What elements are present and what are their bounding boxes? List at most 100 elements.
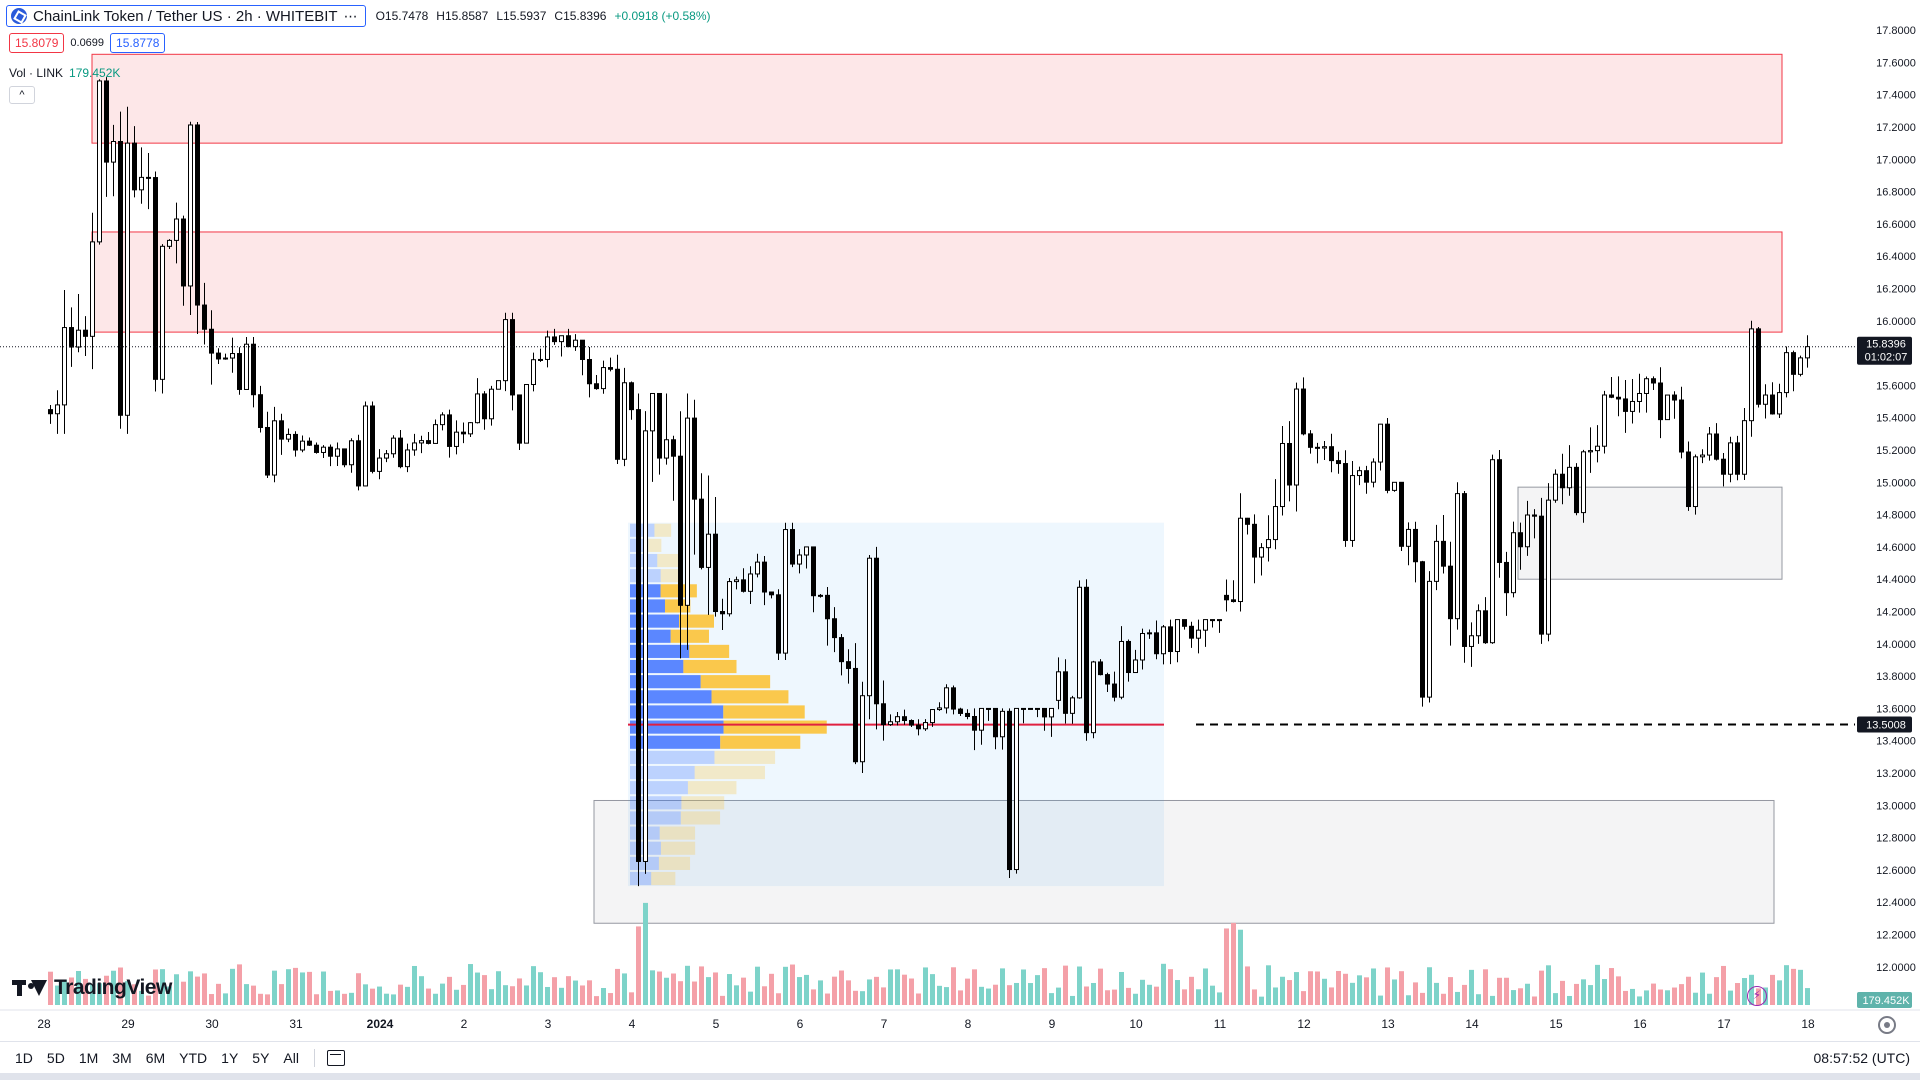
volume-bar: [1714, 977, 1719, 1005]
price-tick-label: 16.4000: [1876, 251, 1916, 263]
candle-body: [706, 533, 711, 568]
candle-body: [608, 367, 613, 370]
range-3m[interactable]: 3M: [112, 1049, 132, 1066]
candle-body: [573, 339, 578, 348]
symbol-selector[interactable]: ChainLink Token / Tether US · 2h · WHITE…: [6, 5, 366, 27]
candle: [1147, 629, 1152, 639]
volume-bar: [1364, 977, 1369, 1005]
volume-bar: [237, 964, 242, 1005]
volume-bar: [860, 991, 865, 1005]
candle-body: [1042, 707, 1047, 718]
volume-bar: [1252, 989, 1257, 1005]
range-6m[interactable]: 6M: [145, 1049, 166, 1066]
candle-body: [888, 721, 893, 726]
profile-bar-down: [700, 675, 771, 689]
candle-body: [1553, 473, 1558, 501]
candle-body: [1721, 458, 1726, 475]
candle: [678, 411, 683, 659]
calendar-icon[interactable]: [326, 1049, 345, 1066]
candle-body: [328, 446, 333, 457]
candle-body: [825, 594, 830, 620]
volume-bar: [1371, 968, 1376, 1005]
volume-bar: [1007, 985, 1012, 1005]
range-5d[interactable]: 5D: [46, 1049, 65, 1066]
volume-bar: [314, 994, 319, 1005]
ohlc-values: O15.7478 H15.8587 L15.5937 C15.8396 +0.0…: [376, 9, 711, 23]
candle: [1077, 580, 1082, 699]
gear-icon[interactable]: [1878, 1016, 1896, 1034]
candle-body: [1658, 382, 1663, 421]
candle-body: [1028, 707, 1033, 710]
candle-body: [272, 420, 277, 476]
volume-bar: [1700, 972, 1705, 1005]
volume-bar: [755, 966, 760, 1005]
three-dots-icon[interactable]: ⋯: [343, 7, 359, 24]
candle: [615, 354, 620, 465]
tradingview-logo[interactable]: TradingView: [12, 976, 172, 1000]
volume-bar: [580, 985, 585, 1005]
volume-bar: [1140, 979, 1145, 1005]
range-ytd[interactable]: YTD: [179, 1049, 208, 1066]
candle-body: [1679, 399, 1684, 453]
sell-button[interactable]: 15.8079: [9, 33, 65, 53]
candle-body: [300, 440, 305, 451]
volume-bar: [902, 974, 907, 1005]
buy-button[interactable]: 15.8778: [110, 33, 166, 53]
volume-bar: [1147, 984, 1152, 1005]
volume-bar: [160, 969, 165, 1005]
range-all[interactable]: All: [283, 1049, 299, 1066]
chevron-up-icon[interactable]: ^: [9, 86, 35, 104]
volume-bar: [139, 990, 144, 1005]
candle-body: [1000, 710, 1005, 738]
price-tick-label: 12.8000: [1876, 833, 1916, 845]
candle: [1168, 619, 1173, 665]
candle-body: [55, 404, 60, 415]
volume-bar: [825, 993, 830, 1005]
time-tick-label: 8: [965, 1017, 972, 1031]
candle: [1301, 377, 1306, 436]
volume-bar: [181, 981, 186, 1005]
volume-bar: [979, 986, 984, 1005]
price-chart[interactable]: 17.8000 17.6000 17.4000 17.2000 17.0000 16.80…: [0, 0, 1920, 1041]
candle: [1609, 377, 1614, 399]
candle: [279, 413, 284, 455]
profile-bar-down: [723, 720, 827, 734]
candle: [237, 347, 242, 395]
time-tick-label: 29: [121, 1017, 135, 1031]
volume-bar: [1287, 980, 1292, 1005]
range-5y[interactable]: 5Y: [252, 1049, 270, 1066]
candle-body: [1518, 532, 1523, 548]
candle-body: [958, 708, 963, 714]
candle-body: [1567, 466, 1572, 489]
candle-body: [1196, 629, 1201, 639]
candle: [741, 568, 746, 593]
volume-bar: [1770, 974, 1775, 1005]
candle-body: [867, 557, 872, 697]
candle-body: [454, 431, 459, 447]
profile-bar-down: [670, 629, 709, 643]
candle-body: [447, 414, 452, 447]
volume-bar: [412, 965, 417, 1005]
candle-body: [1147, 632, 1152, 635]
candle-body: [1175, 619, 1180, 653]
range-1y[interactable]: 1Y: [221, 1049, 239, 1066]
candle-body: [1287, 442, 1292, 486]
utc-clock[interactable]: 08:57:52 (UTC): [1813, 1049, 1910, 1066]
volume-bar: [657, 971, 662, 1005]
candle-body: [923, 722, 928, 730]
candle-body: [1595, 445, 1600, 452]
profile-bar-up: [630, 796, 682, 810]
candle-body: [1490, 459, 1495, 644]
candle-body: [1756, 328, 1761, 405]
low-value: L15.5937: [496, 9, 547, 23]
volume-bar: [76, 970, 81, 1005]
candle-body: [1623, 398, 1628, 412]
volume-bar: [958, 990, 963, 1005]
range-1m[interactable]: 1M: [78, 1049, 99, 1066]
lightning-icon[interactable]: ⚡: [1747, 986, 1767, 1006]
range-1d[interactable]: 1D: [15, 1049, 33, 1066]
volume-bar: [1378, 995, 1383, 1005]
time-tick-label: 7: [881, 1017, 888, 1031]
candle: [188, 121, 193, 315]
